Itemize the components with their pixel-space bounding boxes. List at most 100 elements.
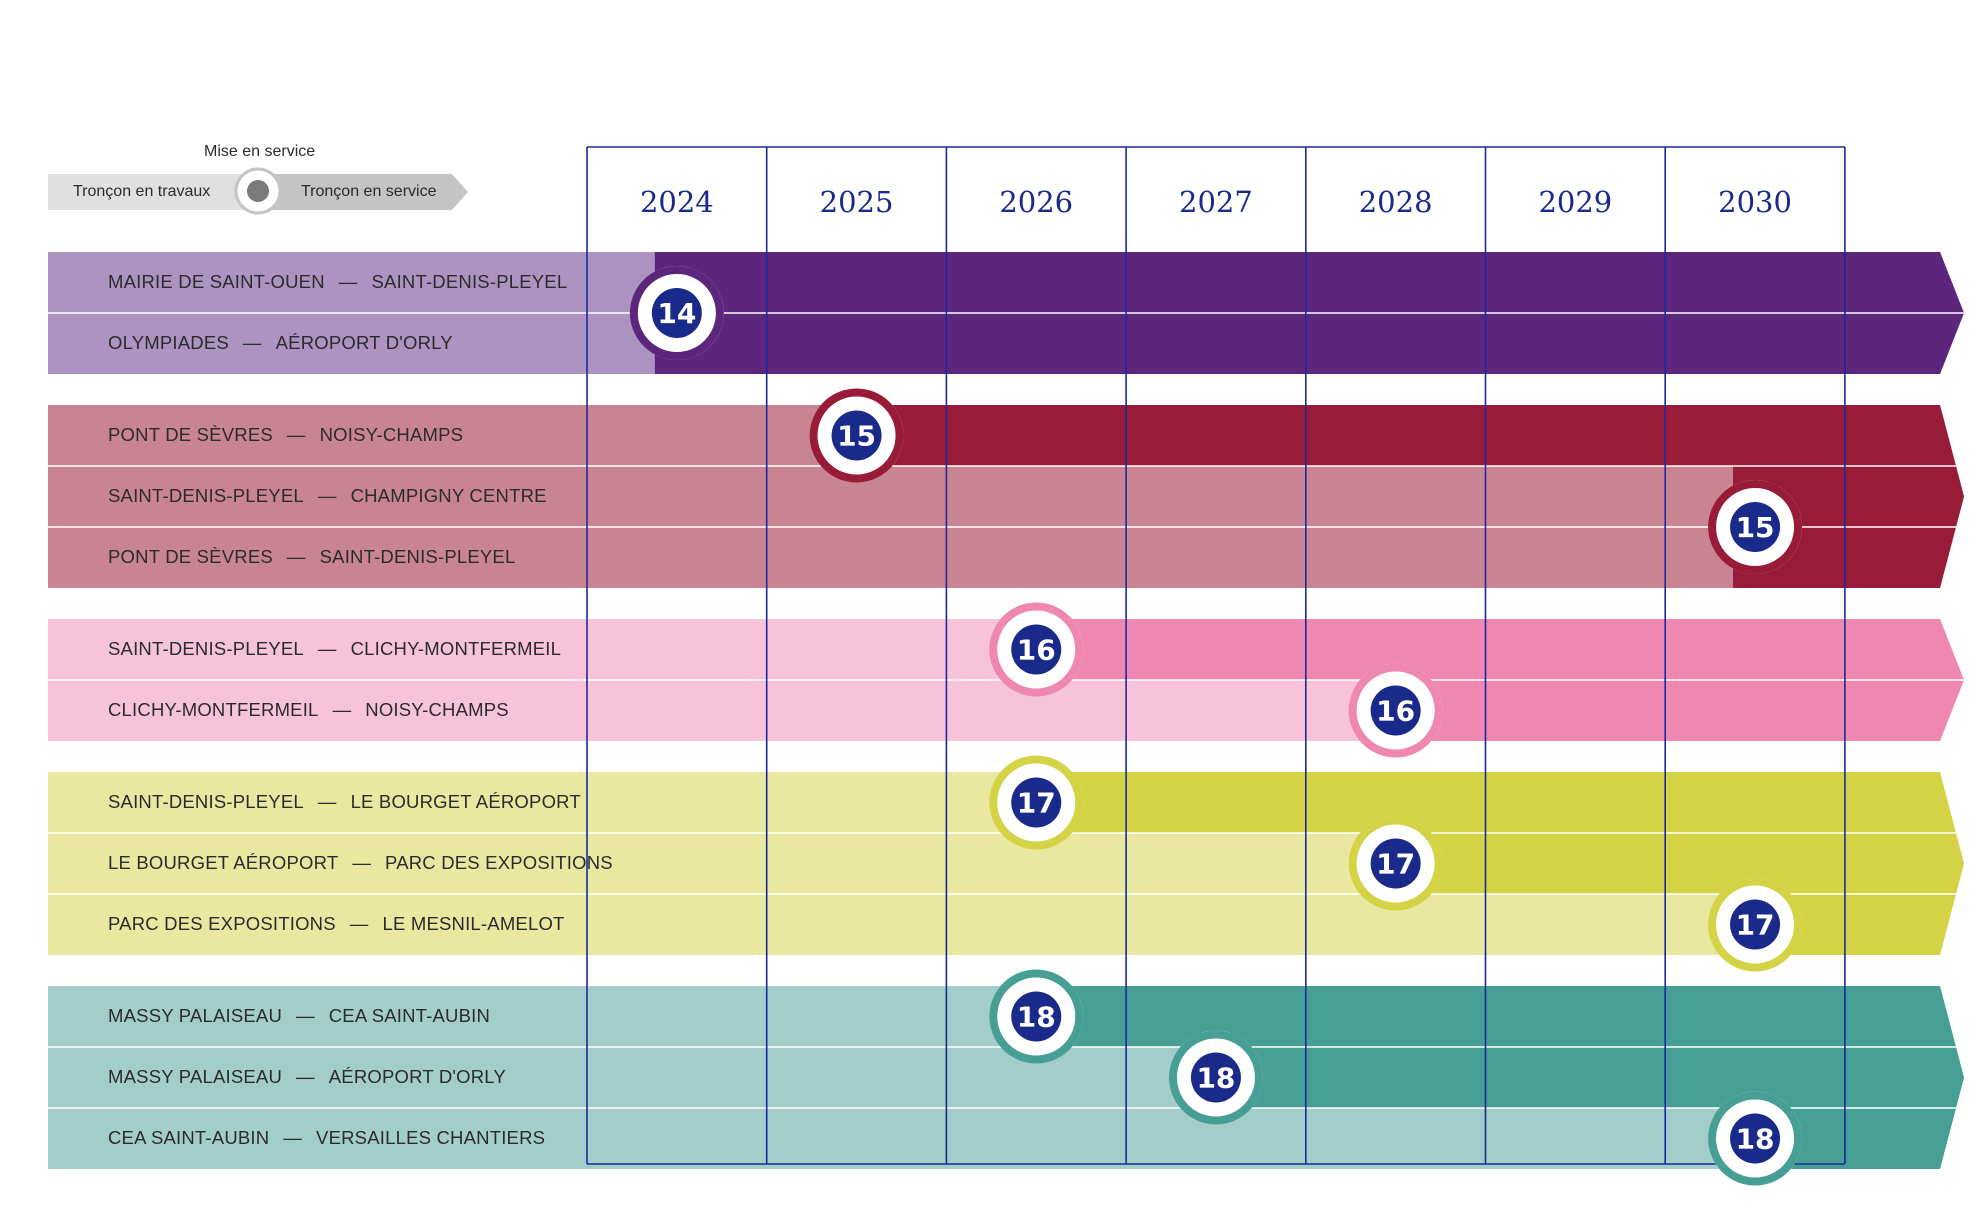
row-label: SAINT-DENIS-PLEYEL — CHAMPIGNY CENTRE — [108, 476, 547, 516]
row-label-to: LE BOURGET AÉROPORT — [350, 791, 581, 812]
row-label-to: SAINT-DENIS-PLEYEL — [371, 271, 568, 292]
legend-works-bar — [48, 174, 258, 210]
badge-color-ring — [989, 602, 1084, 697]
row-label-to: CEA SAINT-AUBIN — [328, 1005, 491, 1026]
row-label: SAINT-DENIS-PLEYEL — CLICHY-MONTFERMEIL — [108, 629, 561, 669]
year-2024: 2024 — [639, 185, 714, 219]
line-16-service-segment — [1373, 679, 1964, 741]
row-label: PONT DE SÈVRES — SAINT-DENIS-PLEYEL — [108, 537, 515, 577]
row-label-separator: — — [349, 913, 369, 934]
line-14-service-segment — [654, 312, 1964, 374]
badge-color-ring — [1168, 1030, 1263, 1125]
badge-line-number: 17 — [1376, 848, 1415, 881]
row-label-from: SAINT-DENIS-PLEYEL — [108, 638, 304, 659]
row-label-separator: — — [296, 1005, 315, 1026]
row-label-to: AÉROPORT D'ORLY — [275, 332, 453, 353]
legend-troncon-service-label: Tronçon en service — [301, 183, 437, 200]
row-label: PARC DES EXPOSITIONS — LE MESNIL-AMELOT — [108, 904, 565, 944]
badge-line-number: 17 — [1736, 909, 1775, 942]
row-label-from: SAINT-DENIS-PLEYEL — [108, 791, 304, 812]
row-label-separator: — — [317, 638, 337, 659]
line-number-roundel-icon — [1011, 991, 1062, 1042]
row-label-separator: — — [283, 1127, 303, 1148]
line-15-service-segment — [834, 405, 1964, 467]
row-label-separator: — — [296, 1066, 315, 1087]
row-label-separator: — — [352, 852, 372, 873]
row-label-from: CLICHY-MONTFERMEIL — [108, 699, 319, 720]
row-label: SAINT-DENIS-PLEYEL — LE BOURGET AÉROPORT — [108, 782, 581, 822]
legend-circle-marker-dot — [247, 180, 269, 202]
line-17-opening-badge: 17 — [989, 755, 1084, 850]
row-label-from: LE BOURGET AÉROPORT — [108, 852, 339, 873]
row-label-to: CHAMPIGNY CENTRE — [350, 485, 547, 506]
line-number-roundel-icon — [1011, 777, 1062, 828]
year-2029: 2029 — [1538, 185, 1613, 219]
badge-color-ring — [989, 969, 1084, 1064]
row-label-separator: — — [338, 271, 358, 292]
line-18-service-segment — [1193, 1046, 1964, 1109]
line-15-opening-badge: 15 — [809, 388, 904, 483]
year-2025: 2025 — [819, 185, 894, 219]
row-label-separator: — — [286, 424, 306, 445]
row-label: MASSY PALAISEAU — AÉROPORT D'ORLY — [108, 1057, 506, 1097]
year-2027: 2027 — [1179, 185, 1253, 219]
row-label-from: MASSY PALAISEAU — [108, 1066, 283, 1087]
row-label-to: NOISY-CHAMPS — [319, 424, 464, 445]
row-label-from: CEA SAINT-AUBIN — [108, 1127, 270, 1148]
badge-color-ring — [989, 755, 1084, 850]
row-label-to: CLICHY-MONTFERMEIL — [350, 638, 562, 659]
row-label-from: OLYMPIADES — [108, 332, 229, 353]
line-18-opening-badge: 18 — [1708, 1091, 1803, 1186]
row-label-from: MASSY PALAISEAU — [108, 1005, 283, 1026]
line-number-roundel-icon — [1370, 838, 1421, 889]
row-label: CEA SAINT-AUBIN — VERSAILLES CHANTIERS — [108, 1118, 545, 1158]
line-16-service-segment — [1014, 619, 1964, 681]
row-label-separator: — — [242, 332, 262, 353]
line-17-service-segment — [1014, 772, 1964, 834]
badge-line-number: 16 — [1017, 634, 1056, 667]
badge-line-number: 18 — [1196, 1062, 1235, 1095]
row-label: LE BOURGET AÉROPORT — PARC DES EXPOSITIONS — [108, 843, 613, 883]
row-label: OLYMPIADES — AÉROPORT D'ORLY — [108, 323, 453, 363]
year-2028: 2028 — [1358, 185, 1433, 219]
row-label-from: MAIRIE DE SAINT-OUEN — [108, 271, 325, 292]
row-label-to: PARC DES EXPOSITIONS — [385, 852, 613, 873]
line-number-roundel-icon — [651, 288, 702, 338]
row-label-to: SAINT-DENIS-PLEYEL — [319, 546, 516, 567]
badge-line-number: 16 — [1376, 695, 1415, 728]
line-18-opening-badge: 18 — [1168, 1030, 1263, 1125]
badge-line-number: 15 — [837, 420, 876, 453]
line-18-opening-badge: 18 — [989, 969, 1084, 1064]
row-label: PONT DE SÈVRES — NOISY-CHAMPS — [108, 415, 463, 455]
line-16-opening-badge: 16 — [989, 602, 1084, 697]
badge-line-number: 15 — [1736, 511, 1775, 544]
badge-line-number: 18 — [1736, 1123, 1775, 1156]
row-label-separator: — — [286, 546, 306, 567]
row-label: CLICHY-MONTFERMEIL — NOISY-CHAMPS — [108, 690, 509, 730]
badge-color-ring — [1708, 877, 1803, 972]
line-number-roundel-icon — [1730, 502, 1781, 552]
line-14-service-segment — [654, 252, 1964, 314]
badge-color-ring — [1348, 816, 1443, 911]
line-17-opening-badge: 17 — [1708, 877, 1803, 972]
line-number-roundel-icon — [831, 410, 882, 461]
line-number-roundel-icon — [1730, 1113, 1781, 1164]
row-label-from: PONT DE SÈVRES — [108, 424, 273, 445]
line-number-roundel-icon — [1190, 1052, 1241, 1103]
year-grid — [586, 146, 1846, 1165]
row-label: MASSY PALAISEAU — CEA SAINT-AUBIN — [108, 996, 490, 1036]
legend-service-bar — [258, 174, 468, 210]
badge-color-ring — [1348, 663, 1443, 758]
row-label-to: AÉROPORT D'ORLY — [328, 1066, 506, 1087]
badge-line-number: 14 — [657, 297, 696, 330]
row-label-from: SAINT-DENIS-PLEYEL — [108, 485, 304, 506]
row-label-to: NOISY-CHAMPS — [365, 699, 509, 720]
line-18-service-segment — [1014, 986, 1964, 1048]
line-14-opening-badge: 14 — [629, 266, 724, 360]
row-label-to: VERSAILLES CHANTIERS — [316, 1127, 546, 1148]
line-16-opening-badge: 16 — [1348, 663, 1443, 758]
legend — [48, 167, 468, 215]
row-label-to: LE MESNIL-AMELOT — [382, 913, 565, 934]
